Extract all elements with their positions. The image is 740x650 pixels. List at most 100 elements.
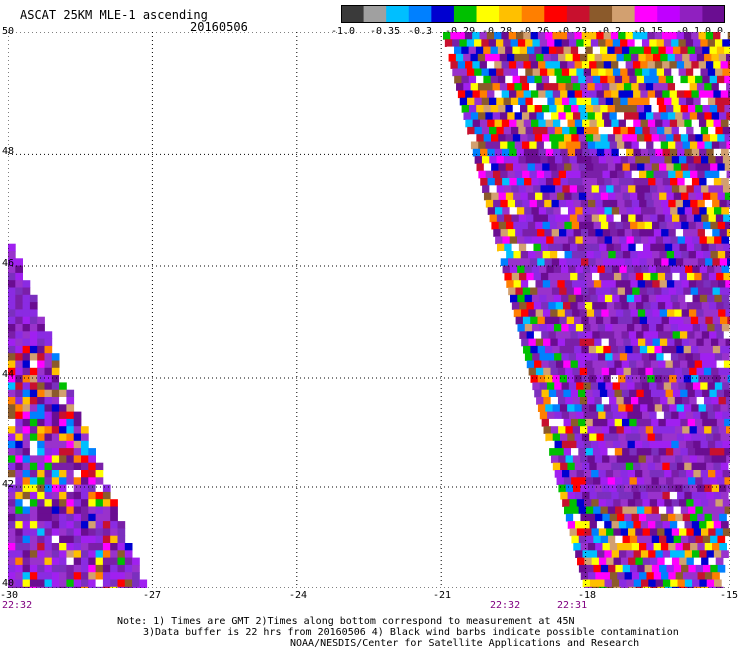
data-cell bbox=[553, 207, 562, 215]
data-cell bbox=[592, 389, 601, 398]
data-cell bbox=[579, 397, 588, 405]
data-cell bbox=[561, 39, 570, 47]
data-cell bbox=[613, 557, 622, 566]
data-cell bbox=[598, 39, 606, 47]
data-cell bbox=[650, 243, 658, 252]
data-cell bbox=[642, 557, 651, 566]
data-cell bbox=[481, 156, 490, 164]
data-cell bbox=[589, 207, 598, 215]
data-cell bbox=[557, 397, 566, 405]
data-cell bbox=[586, 338, 595, 347]
data-cell bbox=[22, 404, 31, 412]
data-cell bbox=[662, 32, 670, 40]
data-cell bbox=[711, 455, 720, 464]
data-cell bbox=[513, 221, 521, 230]
data-cell bbox=[610, 32, 619, 40]
colorbar-label: -0.35 bbox=[370, 26, 401, 37]
data-cell bbox=[681, 338, 690, 347]
data-cell bbox=[604, 521, 612, 529]
data-cell bbox=[669, 90, 678, 99]
data-cell bbox=[618, 32, 626, 40]
data-cell bbox=[706, 550, 715, 558]
data-cell bbox=[618, 550, 627, 558]
data-cell bbox=[700, 353, 708, 361]
data-cell bbox=[678, 353, 686, 361]
data-cell bbox=[511, 214, 520, 223]
data-cell bbox=[443, 32, 451, 40]
data-cell bbox=[696, 338, 705, 347]
data-cell bbox=[521, 83, 530, 91]
data-cell bbox=[662, 90, 670, 99]
data-cell bbox=[695, 477, 703, 485]
data-cell bbox=[702, 46, 710, 55]
data-cell bbox=[714, 39, 723, 47]
data-cell bbox=[487, 207, 496, 215]
data-cell bbox=[672, 243, 680, 252]
data-cell bbox=[726, 426, 730, 434]
data-cell bbox=[591, 470, 599, 478]
data-cell bbox=[486, 61, 495, 69]
data-cell bbox=[15, 477, 23, 485]
data-cell bbox=[612, 324, 621, 332]
data-cell bbox=[569, 499, 578, 507]
data-cell bbox=[596, 375, 604, 383]
data-cell bbox=[132, 572, 140, 580]
data-cell bbox=[66, 528, 75, 537]
data-cell bbox=[498, 192, 507, 201]
data-cell bbox=[589, 32, 597, 40]
data-cell bbox=[660, 112, 669, 120]
data-cell bbox=[514, 141, 523, 150]
data-cell bbox=[564, 506, 572, 515]
data-cell bbox=[714, 382, 723, 391]
data-cell bbox=[51, 521, 60, 529]
data-cell bbox=[561, 440, 570, 449]
data-cell bbox=[15, 543, 23, 551]
data-cell bbox=[598, 68, 607, 77]
data-cell bbox=[88, 470, 96, 478]
data-cell bbox=[687, 389, 696, 398]
data-cell bbox=[672, 586, 680, 588]
data-cell bbox=[605, 39, 614, 47]
data-cell bbox=[454, 75, 462, 84]
data-cell bbox=[635, 557, 644, 566]
data-cell bbox=[588, 572, 596, 580]
data-cell bbox=[687, 360, 696, 369]
data-cell bbox=[583, 324, 591, 332]
data-cell bbox=[558, 112, 567, 120]
data-cell bbox=[651, 105, 660, 113]
data-cell bbox=[653, 199, 662, 208]
data-cell bbox=[649, 411, 657, 420]
data-cell bbox=[37, 470, 45, 478]
data-cell bbox=[574, 345, 582, 354]
data-cell bbox=[495, 236, 503, 245]
data-cell bbox=[560, 462, 568, 471]
data-cell bbox=[621, 272, 629, 281]
data-cell bbox=[629, 477, 638, 485]
data-cell bbox=[81, 470, 89, 478]
data-cell bbox=[554, 39, 563, 47]
data-cell bbox=[592, 331, 601, 339]
data-cell bbox=[671, 97, 680, 106]
data-cell bbox=[702, 506, 711, 515]
data-cell bbox=[689, 397, 698, 405]
data-cell bbox=[613, 126, 621, 135]
data-cell bbox=[665, 331, 674, 339]
data-cell bbox=[679, 243, 688, 252]
data-cell bbox=[647, 61, 656, 69]
data-cell bbox=[594, 426, 603, 434]
colorbar-swatch bbox=[408, 5, 432, 23]
data-cell bbox=[581, 61, 590, 69]
data-cell bbox=[22, 397, 31, 405]
data-cell bbox=[672, 331, 681, 339]
data-cell bbox=[560, 178, 569, 186]
data-cell bbox=[602, 513, 611, 522]
data-cell bbox=[596, 491, 605, 500]
data-cell bbox=[693, 499, 702, 507]
data-cell bbox=[117, 586, 126, 588]
data-cell bbox=[559, 316, 568, 325]
data-cell bbox=[95, 513, 104, 522]
data-cell bbox=[37, 353, 45, 361]
data-cell bbox=[545, 404, 553, 412]
data-cell bbox=[699, 550, 707, 558]
data-cell bbox=[605, 499, 614, 507]
